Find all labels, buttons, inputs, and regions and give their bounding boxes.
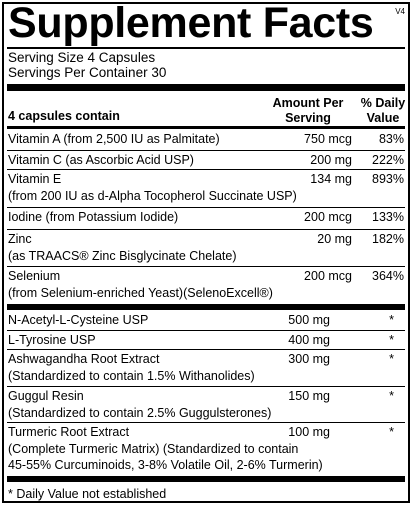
ingredient-name: Turmeric Root Extract <box>8 425 130 439</box>
ingredient-name: L-Tyrosine USP <box>8 333 96 347</box>
ingredient-name: Ashwagandha Root Extract <box>8 352 160 366</box>
servings-per-container: Servings Per Container 30 <box>8 65 167 80</box>
ingredient-daily-value: 364% <box>372 269 404 283</box>
ingredient-amount: 134 mg <box>310 172 352 186</box>
ingredient-name: Iodine (from Potassium Iodide) <box>8 210 179 224</box>
ingredient-amount: 300 mg <box>288 352 330 366</box>
row-divider <box>7 150 405 151</box>
ingredient-daily-value: 133% <box>372 210 404 224</box>
supplement-facts-panel: Supplement Facts V4 Serving Size 4 Capsu… <box>2 0 410 503</box>
ingredient-name: (from 200 IU as d-Alpha Tocopherol Succi… <box>8 188 297 203</box>
row-divider <box>7 330 405 331</box>
ingredient-amount: 20 mg <box>317 232 352 246</box>
footnote: * Daily Value not established <box>8 487 167 501</box>
header-dv-line1: % Daily <box>360 96 406 110</box>
serving-size: Serving Size 4 Capsules <box>8 50 156 65</box>
ingredient-daily-value: 222% <box>372 153 404 167</box>
ingredient-name: (Standardized to contain 2.5% Guggulster… <box>8 405 272 420</box>
ingredient-name: Zinc <box>8 232 32 246</box>
ingredient-name: Vitamin C (as Ascorbic Acid USP) <box>8 153 194 167</box>
ingredient-name: 45-55% Curcuminoids, 3-8% Volatile Oil, … <box>8 458 323 472</box>
header-daily-value: % Daily Value <box>356 96 410 126</box>
ingredient-daily-value: * <box>389 333 394 347</box>
ingredient-amount: 200 mcg <box>304 269 352 283</box>
ingredient-name: (Standardized to contain 1.5% Withanolid… <box>8 368 255 383</box>
ingredient-daily-value: 893% <box>372 172 404 186</box>
ingredient-amount: 200 mcg <box>304 210 352 224</box>
header-rule <box>7 126 405 129</box>
ingredient-name: Vitamin E <box>8 172 62 186</box>
ingredient-daily-value: * <box>389 389 394 403</box>
row-divider <box>7 169 405 170</box>
ingredient-name: Vitamin A (from 2,500 IU as Palmitate) <box>8 132 220 146</box>
header-contain: 4 capsules contain <box>8 109 120 123</box>
ingredient-name: N-Acetyl-L-Cysteine USP <box>8 313 149 327</box>
ingredient-amount: 500 mg <box>288 313 330 327</box>
header-amount-line2: Serving <box>285 111 331 125</box>
row-divider <box>7 229 405 230</box>
ingredient-daily-value: * <box>389 425 394 439</box>
ingredient-daily-value: 182% <box>372 232 404 246</box>
header-amount-line1: Amount Per <box>272 96 344 110</box>
row-divider <box>7 207 405 208</box>
version-label: V4 <box>395 7 405 16</box>
ingredient-amount: 750 mcg <box>304 132 352 146</box>
header-dv-line2: Value <box>366 111 400 125</box>
ingredient-daily-value: * <box>389 352 394 366</box>
ingredient-name: (from Selenium-enriched Yeast)(SelenoExc… <box>8 285 273 300</box>
ingredient-amount: 100 mg <box>288 425 330 439</box>
ingredient-name: (as TRAACS® Zinc Bisglycinate Chelate) <box>8 248 237 263</box>
ingredient-name: Selenium <box>8 269 61 283</box>
ingredient-amount: 200 mg <box>310 153 352 167</box>
ingredient-amount: 400 mg <box>288 333 330 347</box>
ingredient-daily-value: 83% <box>378 132 404 146</box>
title-rule <box>7 47 405 49</box>
ingredient-name: (Complete Turmeric Matrix) (Standardized… <box>8 441 299 456</box>
row-divider <box>7 266 405 267</box>
header-amount: Amount Per Serving <box>258 96 358 126</box>
row-divider <box>7 422 405 423</box>
row-divider <box>7 386 405 387</box>
panel-title: Supplement Facts <box>8 0 374 47</box>
ingredient-amount: 150 mg <box>288 389 330 403</box>
row-divider <box>7 349 405 350</box>
ingredient-daily-value: * <box>389 313 394 327</box>
ingredient-name: Guggul Resin <box>8 389 84 403</box>
bottom-rule <box>7 476 405 482</box>
thick-rule <box>7 84 405 91</box>
section-rule <box>7 304 405 310</box>
